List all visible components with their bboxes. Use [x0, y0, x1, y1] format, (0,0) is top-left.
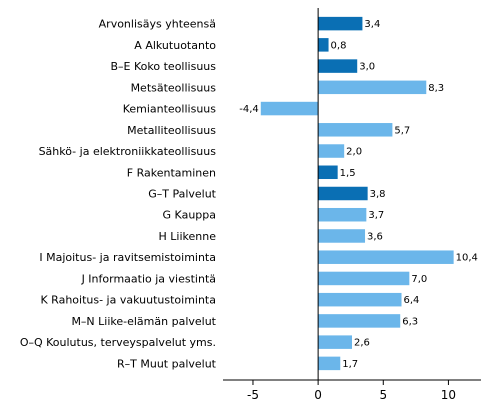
- category-label: Metsäteollisuus: [131, 81, 217, 94]
- bar: [318, 292, 402, 307]
- x-axis: -5 0 5 10: [223, 8, 481, 402]
- value-label: 3,0: [359, 62, 375, 73]
- x-tick-label: 5: [379, 388, 387, 402]
- bar: [318, 16, 363, 31]
- category-label: M–N Liike-elämän palvelut: [71, 315, 216, 328]
- category-label: J Informaatio ja viestintä: [81, 272, 216, 285]
- category-label: O–Q Koulutus, terveyspalvelut yms.: [20, 336, 216, 349]
- bar: [318, 80, 427, 95]
- bar: [260, 101, 319, 116]
- category-label: I Majoitus- ja ravitsemistoiminta: [39, 251, 216, 264]
- value-label: 3,7: [368, 210, 384, 221]
- x-tick-label: -5: [247, 388, 259, 402]
- category-label: Metalliteollisuus: [127, 124, 216, 137]
- value-label: 2,6: [354, 338, 370, 349]
- bar: [318, 165, 338, 180]
- bar: [318, 207, 367, 222]
- category-label: R–T Muut palvelut: [117, 357, 217, 370]
- bars-group: [260, 16, 454, 371]
- x-tick-label: 0: [314, 388, 322, 402]
- bar: [318, 271, 410, 286]
- category-labels-group: Arvonlisäys yhteensä A Alkutuotanto B–E Ko…: [20, 18, 217, 371]
- value-label: 10,4: [456, 253, 478, 264]
- bar: [318, 123, 393, 137]
- value-label: 6,4: [404, 295, 420, 306]
- value-label: 7,0: [411, 274, 427, 285]
- value-label: 8,3: [428, 83, 444, 94]
- bar: [318, 186, 368, 201]
- value-labels-group: 3,4 0,8 3,0 8,3 -4,4 5,7 2,0 1,5 3,8 3,7 3,6 10,4 7,…: [239, 19, 478, 370]
- value-label: 0,8: [331, 40, 347, 51]
- x-tick-label: 10: [441, 388, 456, 402]
- value-label: 3,8: [370, 189, 386, 200]
- bar: [318, 250, 454, 264]
- bar: [318, 144, 345, 158]
- value-label: 6,3: [402, 316, 418, 327]
- category-label: B–E Koko teollisuus: [111, 60, 217, 73]
- value-label: 2,0: [346, 147, 362, 158]
- category-label: G–T Palvelut: [148, 188, 216, 201]
- bar: [318, 38, 329, 52]
- category-label: F Rakentaminen: [127, 166, 216, 179]
- bar: [318, 335, 352, 349]
- value-label: -4,4: [239, 104, 259, 115]
- category-label: H Liikenne: [159, 230, 217, 243]
- value-label: 1,5: [340, 168, 356, 179]
- bar: [318, 59, 358, 73]
- category-label: K Rahoitus- ja vakuutustoiminta: [40, 294, 216, 307]
- category-label: Kemianteollisuus: [123, 103, 217, 116]
- value-label: 5,7: [394, 125, 410, 136]
- category-label: G Kauppa: [163, 209, 216, 222]
- bar: [318, 356, 341, 371]
- value-label: 3,4: [364, 19, 380, 30]
- bar: [318, 229, 366, 243]
- category-label: Arvonlisäys yhteensä: [99, 18, 216, 31]
- bar: [318, 314, 401, 328]
- value-label: 3,6: [367, 231, 383, 242]
- category-label: A Alkutuotanto: [134, 39, 216, 52]
- category-label: Sähkö- ja elektroniikkateollisuus: [39, 145, 217, 158]
- value-label: 1,7: [342, 359, 358, 370]
